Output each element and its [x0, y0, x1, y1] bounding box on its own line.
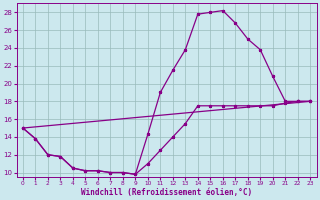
- X-axis label: Windchill (Refroidissement éolien,°C): Windchill (Refroidissement éolien,°C): [81, 188, 252, 197]
